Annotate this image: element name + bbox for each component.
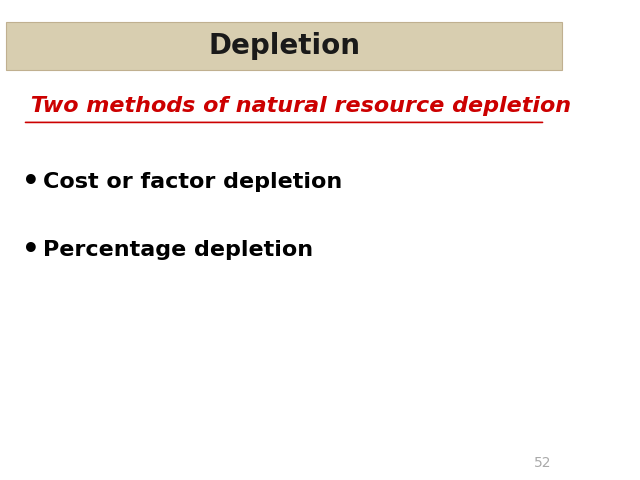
Text: Cost or factor depletion: Cost or factor depletion — [43, 172, 342, 192]
Text: Two methods of natural resource depletion: Two methods of natural resource depletio… — [23, 96, 571, 116]
FancyBboxPatch shape — [6, 22, 563, 70]
Text: Depletion: Depletion — [208, 32, 360, 60]
Text: •: • — [22, 168, 40, 196]
Text: •: • — [22, 236, 40, 264]
Text: Percentage depletion: Percentage depletion — [43, 240, 313, 260]
Text: 52: 52 — [534, 456, 551, 470]
